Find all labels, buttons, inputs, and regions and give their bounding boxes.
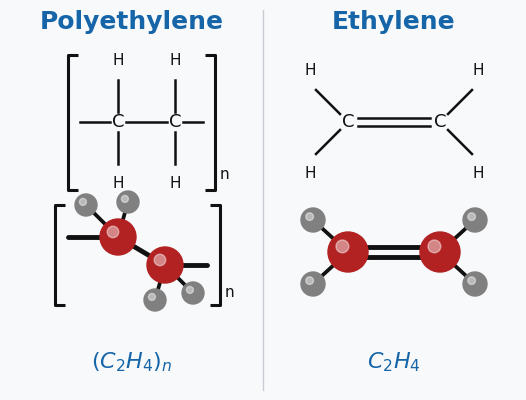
Text: H: H — [304, 166, 316, 181]
Text: H: H — [169, 176, 181, 191]
Circle shape — [428, 240, 441, 253]
Circle shape — [336, 240, 349, 253]
Circle shape — [79, 198, 86, 206]
Text: H: H — [169, 53, 181, 68]
Circle shape — [301, 208, 325, 232]
Text: Polyethylene: Polyethylene — [40, 10, 224, 34]
Circle shape — [154, 254, 166, 266]
Circle shape — [100, 219, 136, 255]
Circle shape — [420, 232, 460, 272]
Text: H: H — [472, 63, 484, 78]
Text: H: H — [304, 63, 316, 78]
Circle shape — [144, 289, 166, 311]
Text: H: H — [112, 176, 124, 191]
Circle shape — [117, 191, 139, 213]
Text: $(C_2H_4)_n$: $(C_2H_4)_n$ — [91, 350, 173, 374]
Text: H: H — [112, 53, 124, 68]
Text: Ethylene: Ethylene — [332, 10, 456, 34]
Circle shape — [148, 294, 156, 300]
Text: C: C — [342, 113, 354, 131]
Circle shape — [186, 286, 194, 294]
Circle shape — [182, 282, 204, 304]
Circle shape — [306, 277, 313, 284]
Text: C: C — [434, 113, 446, 131]
Circle shape — [147, 247, 183, 283]
Circle shape — [468, 213, 476, 220]
Text: H: H — [472, 166, 484, 181]
Circle shape — [75, 194, 97, 216]
Text: C: C — [112, 113, 124, 131]
Circle shape — [463, 208, 487, 232]
Text: C: C — [169, 113, 181, 131]
Text: n: n — [225, 285, 235, 300]
Text: $C_2H_4$: $C_2H_4$ — [367, 350, 421, 374]
Circle shape — [468, 277, 476, 284]
Circle shape — [306, 213, 313, 220]
Circle shape — [301, 272, 325, 296]
Circle shape — [107, 226, 119, 238]
Circle shape — [122, 195, 128, 202]
Circle shape — [328, 232, 368, 272]
Text: n: n — [220, 167, 230, 182]
Circle shape — [463, 272, 487, 296]
